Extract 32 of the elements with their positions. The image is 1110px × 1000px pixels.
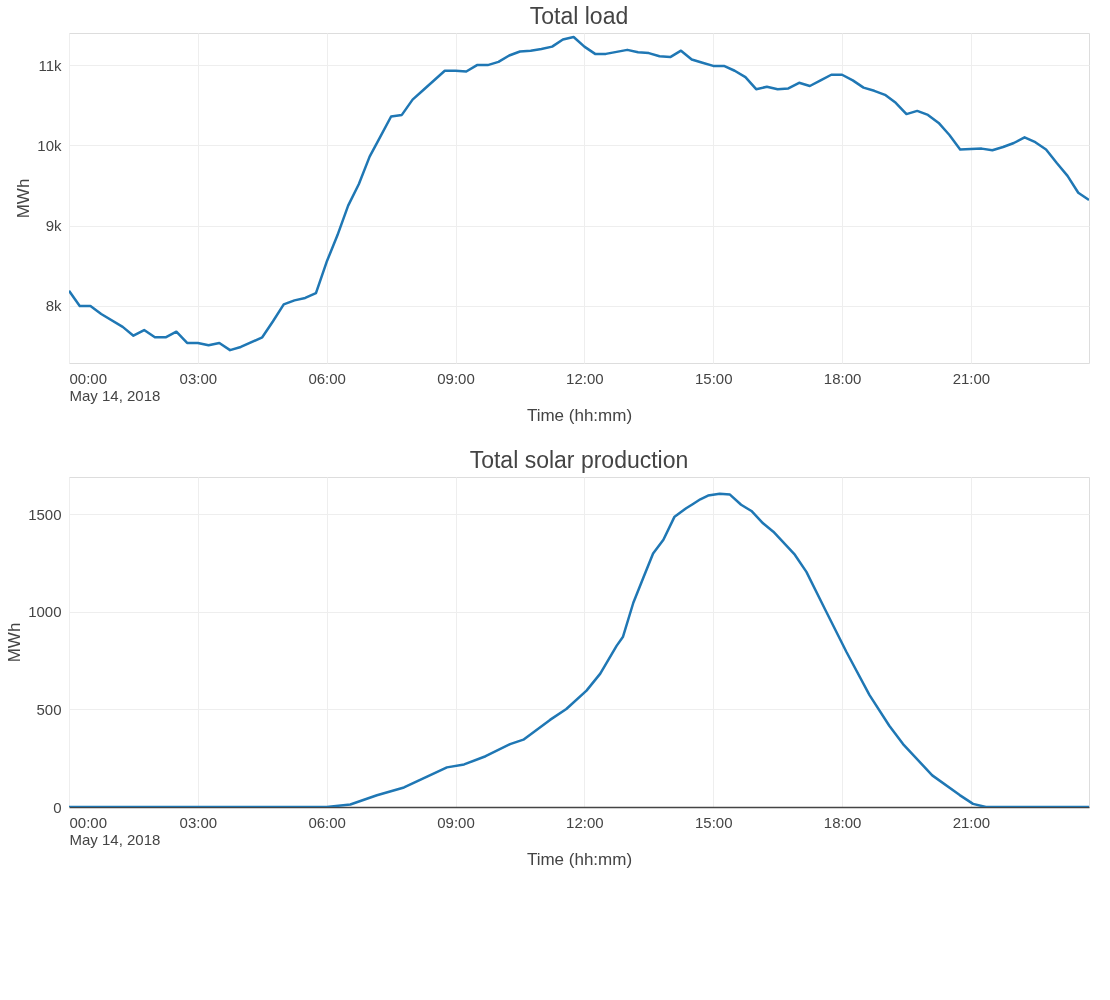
x-tick-label: 06:00 <box>308 369 346 387</box>
x-axis-title: Time (hh:mm) <box>526 405 633 425</box>
y-tick-label: 1000 <box>28 603 62 621</box>
x-axis-title: Time (hh:mm) <box>526 849 633 869</box>
y-tick-label: 0 <box>53 798 62 816</box>
x-tick-label: 09:00 <box>437 813 475 831</box>
line-series <box>69 492 1089 807</box>
y-tick-label: 1500 <box>28 505 62 523</box>
x-tick-label: 03:00 <box>179 813 218 831</box>
chart-title: Total load <box>529 3 629 29</box>
y-tick-label: 10k <box>37 136 62 154</box>
x-tick-label: 12:00 <box>566 369 604 387</box>
y-tick-label: 11k <box>38 56 62 74</box>
y-tick-label: 9k <box>45 217 62 235</box>
x-tick-label: 15:00 <box>694 369 733 387</box>
x-tick-label: 21:00 <box>952 813 991 831</box>
x-tick-label: 21:00 <box>952 369 991 387</box>
x-tick-label: 15:00 <box>694 813 733 831</box>
x-tick-label: 18:00 <box>823 369 862 387</box>
y-tick-label: 500 <box>36 700 62 718</box>
x-tick-label: 00:00 May 14, 2018 <box>69 813 161 848</box>
x-tick-label: 09:00 <box>437 369 475 387</box>
y-tick-label: 8k <box>45 297 62 315</box>
x-tick-label: 03:00 <box>179 369 218 387</box>
x-tick-label: 12:00 <box>566 813 604 831</box>
line-series <box>69 35 1089 352</box>
y-axis-title: MWh <box>14 178 34 219</box>
x-tick-label: 00:00 May 14, 2018 <box>69 369 161 404</box>
y-axis-title: MWh <box>5 622 25 663</box>
x-tick-label: 18:00 <box>823 813 862 831</box>
x-tick-label: 06:00 <box>308 813 346 831</box>
chart-title: Total solar production <box>469 447 689 473</box>
